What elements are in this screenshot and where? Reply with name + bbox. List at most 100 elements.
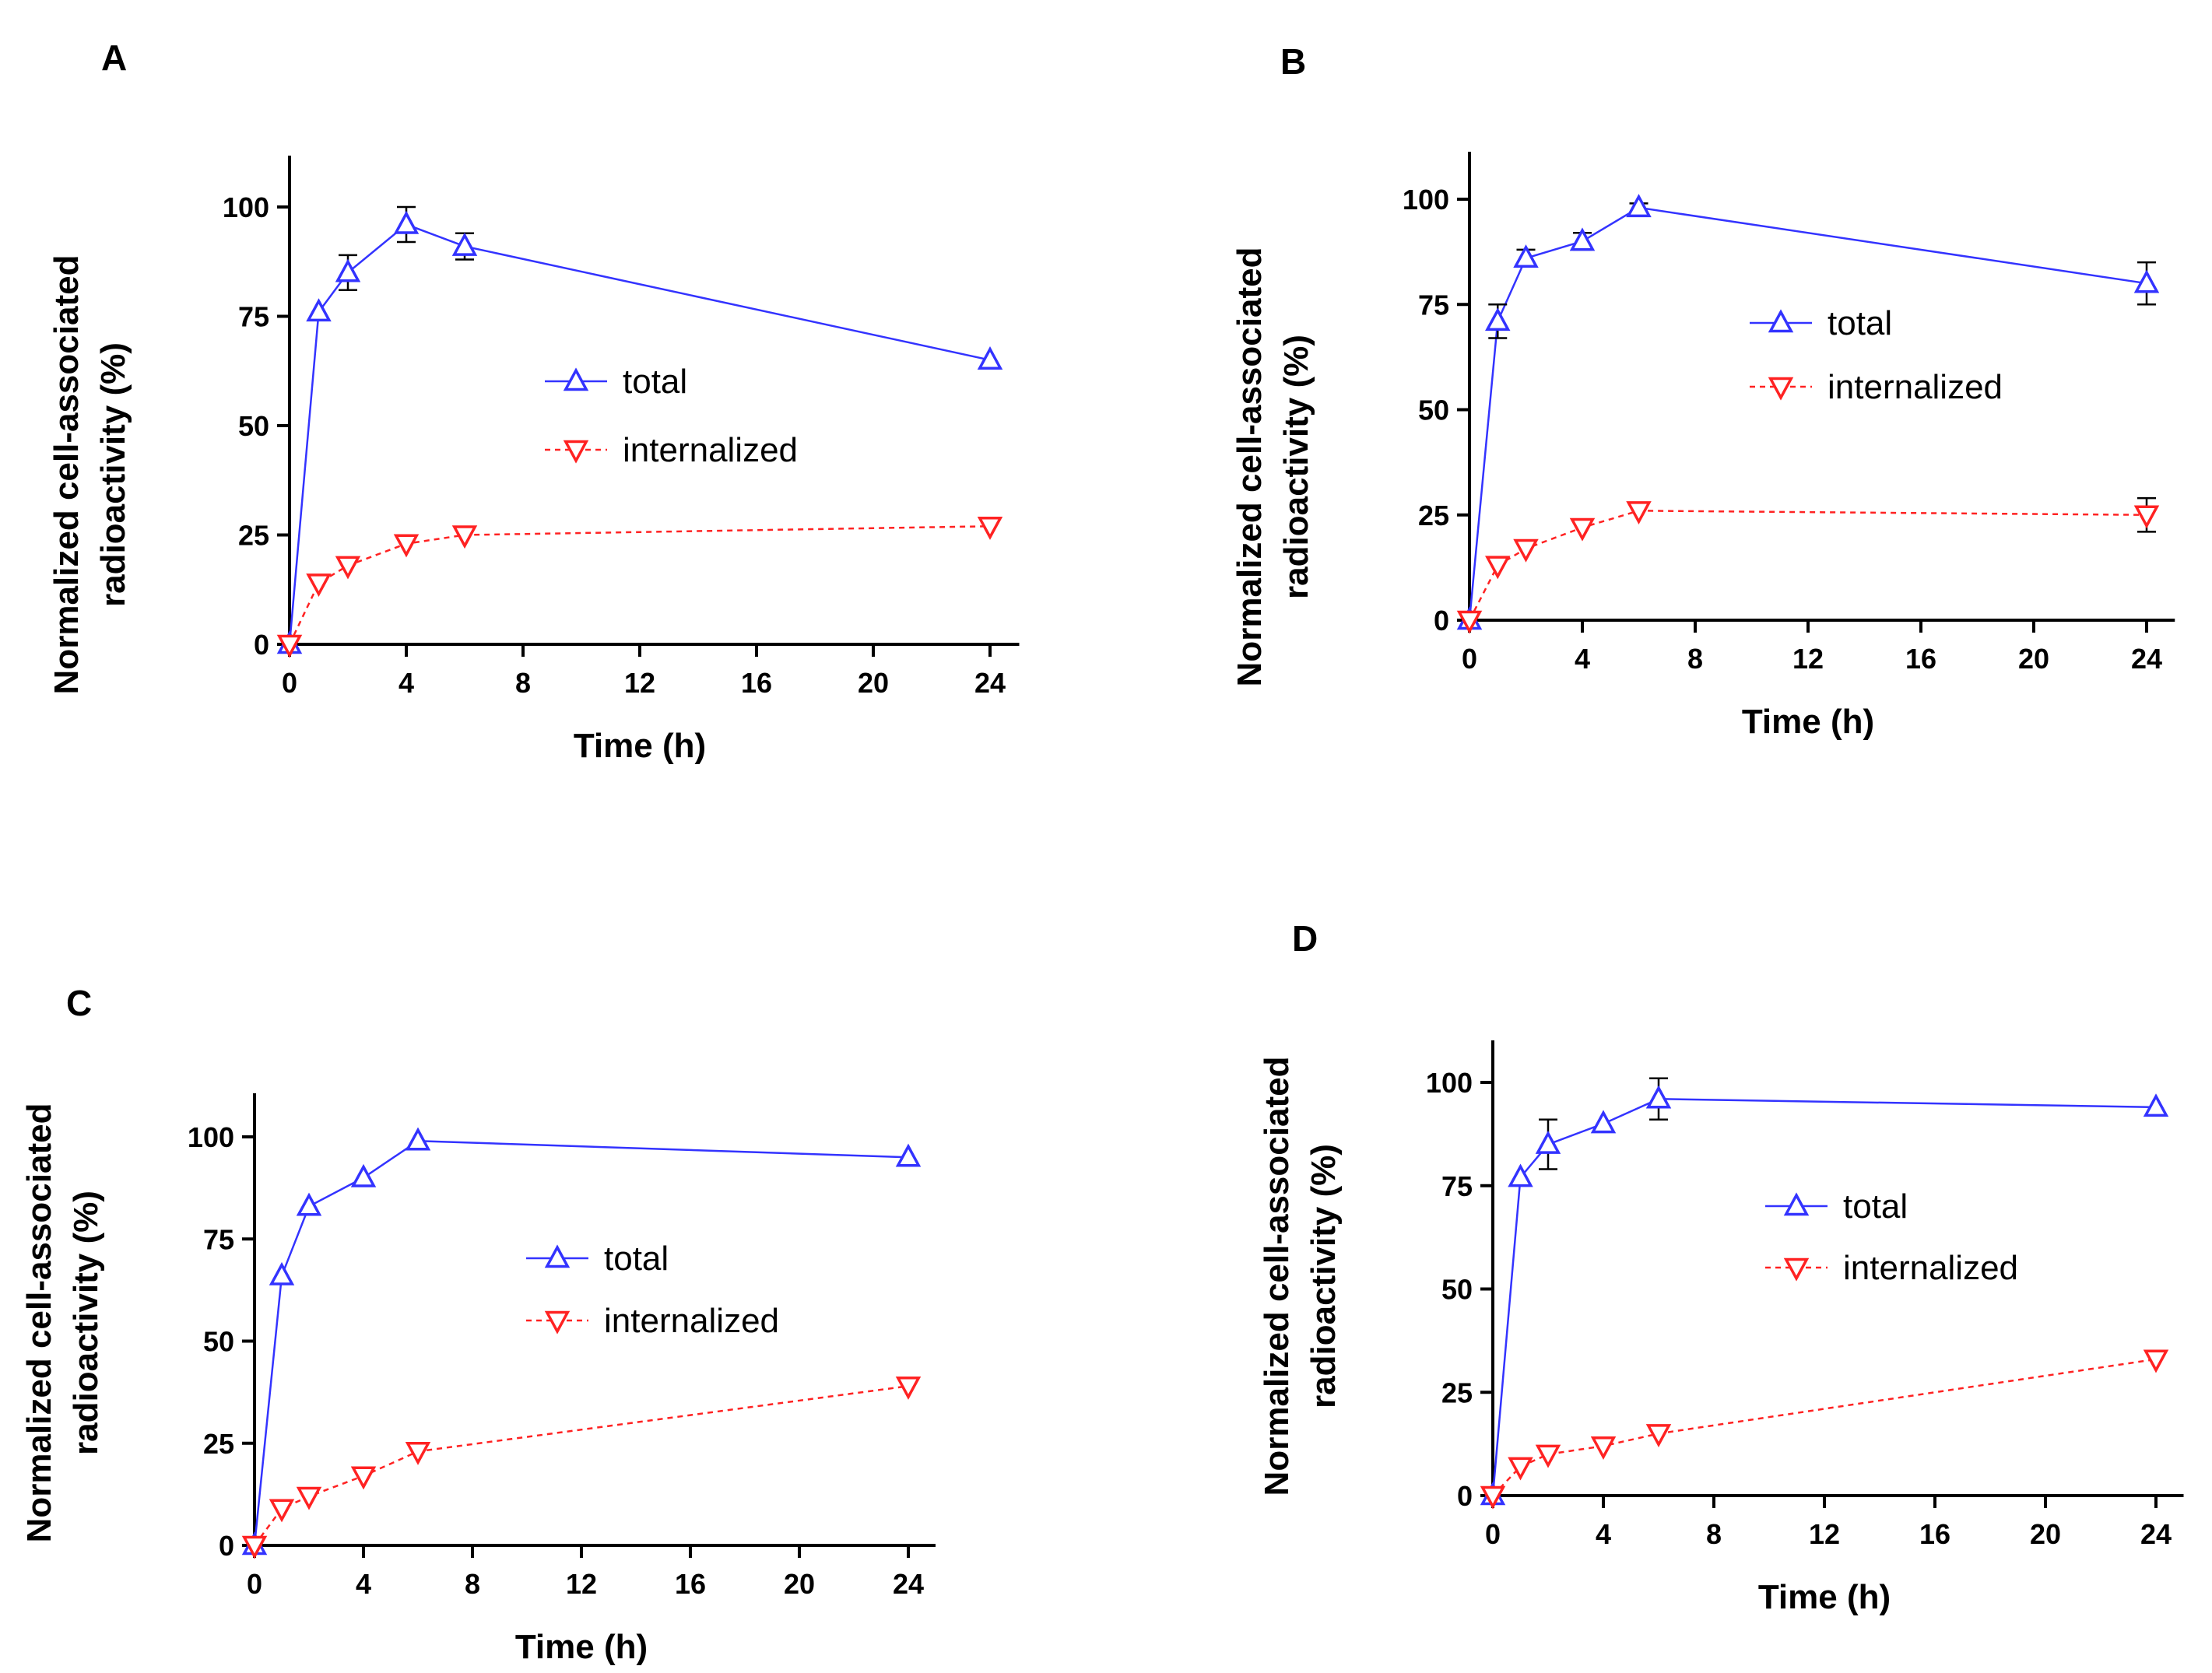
x-tick-label: 4	[399, 667, 414, 699]
x-tick-label: 0	[282, 667, 297, 699]
data-point-internalized	[393, 534, 420, 558]
legend-marker-total	[1783, 1192, 1810, 1216]
y-tick-label: 50	[203, 1326, 234, 1358]
y-tick-label: 0	[1457, 1480, 1473, 1512]
y-axis-title-line1: Normalized cell-associated	[47, 255, 86, 695]
chart-panel-c: C 0 25 50 75 100 0 4 8 12 16 20 24 Time (h) Normalized…	[20, 983, 936, 1666]
series-line-internalized	[1468, 510, 2147, 621]
data-point-total	[451, 232, 478, 256]
x-tick-label: 12	[1809, 1518, 1840, 1550]
legend-label-internalized: internalized	[604, 1302, 779, 1340]
data-point-internalized	[306, 573, 332, 597]
data-point-internalized	[2133, 505, 2160, 529]
chart-panel-d: D 0 25 50 75 100 0 4 8 12 16 20 24 Time (h) Normalized…	[1258, 918, 2184, 1616]
x-tick-label: 20	[784, 1568, 815, 1600]
data-point-total	[306, 298, 332, 322]
series-total	[276, 205, 1003, 654]
data-point-internalized	[1480, 1485, 1506, 1510]
data-point-internalized	[1569, 517, 1596, 542]
x-axis-title: Time (h)	[515, 1628, 648, 1666]
x-tick-label: 24	[2140, 1518, 2172, 1550]
data-point-total	[1626, 194, 1652, 218]
panel-letter: A	[101, 37, 127, 78]
data-point-total	[335, 258, 361, 282]
data-point-total	[393, 210, 420, 234]
y-tick-label: 100	[1426, 1067, 1473, 1099]
data-point-total	[1508, 1163, 1533, 1187]
legend-marker-internalized	[1783, 1257, 1810, 1282]
legend-marker-internalized	[544, 1310, 571, 1335]
x-tick-label: 8	[465, 1568, 480, 1600]
series-line-total	[288, 223, 991, 645]
data-point-internalized	[350, 1466, 377, 1490]
legend-marker-internalized	[563, 440, 589, 464]
y-axis-title-line1: Normalized cell-associated	[1258, 1057, 1296, 1496]
y-tick-label: 75	[238, 301, 269, 333]
y-axis-title-line1: Normalized cell-associated	[20, 1103, 58, 1543]
legend-marker-internalized	[1768, 377, 1794, 401]
x-tick-label: 24	[893, 1568, 924, 1600]
data-point-internalized	[977, 517, 1003, 540]
y-tick-label: 75	[203, 1223, 234, 1255]
data-point-internalized	[1508, 1457, 1533, 1481]
x-tick-label: 8	[1687, 643, 1703, 675]
x-tick-label: 0	[247, 1568, 262, 1600]
x-tick-label: 8	[515, 667, 531, 699]
series-total	[1456, 194, 2160, 630]
data-point-total	[1645, 1085, 1672, 1109]
data-point-total	[269, 1261, 295, 1285]
y-tick-label: 25	[238, 520, 269, 552]
y-tick-label: 75	[1441, 1170, 1473, 1202]
legend-label-internalized: internalized	[1828, 368, 2003, 406]
data-point-internalized	[1626, 501, 1652, 525]
series-line-internalized	[288, 525, 991, 645]
series-total	[241, 1127, 922, 1556]
data-point-internalized	[335, 556, 361, 580]
data-point-internalized	[269, 1499, 295, 1523]
legend-marker-total	[563, 367, 589, 391]
series-line-total	[1468, 206, 2147, 621]
x-tick-label: 4	[1575, 643, 1590, 675]
y-tick-label: 25	[203, 1428, 234, 1460]
data-point-total	[1590, 1110, 1617, 1134]
y-axis-title-line2: radioactivity (%)	[1304, 1144, 1343, 1408]
data-point-internalized	[241, 1535, 268, 1559]
x-tick-label: 24	[974, 667, 1006, 699]
legend-marker-total	[1768, 309, 1794, 333]
x-tick-label: 8	[1706, 1518, 1722, 1550]
series-internalized	[276, 517, 1003, 658]
series-line-total	[1491, 1097, 2157, 1496]
y-tick-label: 100	[223, 191, 269, 223]
series-line-total	[253, 1139, 909, 1546]
y-tick-label: 50	[238, 410, 269, 442]
x-axis-title: Time (h)	[1758, 1578, 1891, 1616]
x-tick-label: 16	[1919, 1518, 1950, 1550]
data-point-internalized	[296, 1486, 322, 1510]
data-point-internalized	[1590, 1436, 1617, 1460]
series-internalized	[241, 1377, 922, 1559]
legend-label-internalized: internalized	[1843, 1249, 2018, 1287]
series-internalized	[1456, 496, 2160, 634]
x-tick-label: 12	[624, 667, 655, 699]
x-tick-label: 16	[1905, 643, 1936, 675]
y-tick-label: 0	[219, 1530, 234, 1562]
y-axis-title-line2: radioactivity (%)	[67, 1191, 105, 1455]
legend-label-total: total	[623, 363, 687, 401]
y-tick-label: 25	[1441, 1377, 1473, 1408]
data-point-internalized	[276, 634, 303, 658]
series-line-internalized	[253, 1385, 909, 1546]
y-tick-label: 50	[1441, 1274, 1473, 1306]
x-tick-label: 12	[566, 1568, 597, 1600]
data-point-internalized	[1485, 556, 1511, 580]
y-axis-title-line1: Normalized cell-associated	[1231, 247, 1269, 687]
x-axis-title: Time (h)	[1742, 703, 1874, 741]
data-point-total	[1569, 227, 1596, 251]
series-total	[1480, 1077, 2169, 1506]
legend-marker-total	[544, 1244, 571, 1268]
data-point-internalized	[1535, 1444, 1561, 1468]
data-point-total	[1535, 1130, 1561, 1154]
series-internalized	[1480, 1349, 2169, 1510]
data-point-internalized	[1645, 1424, 1672, 1448]
legend-label-total: total	[1828, 304, 1892, 342]
data-point-total	[895, 1143, 922, 1167]
